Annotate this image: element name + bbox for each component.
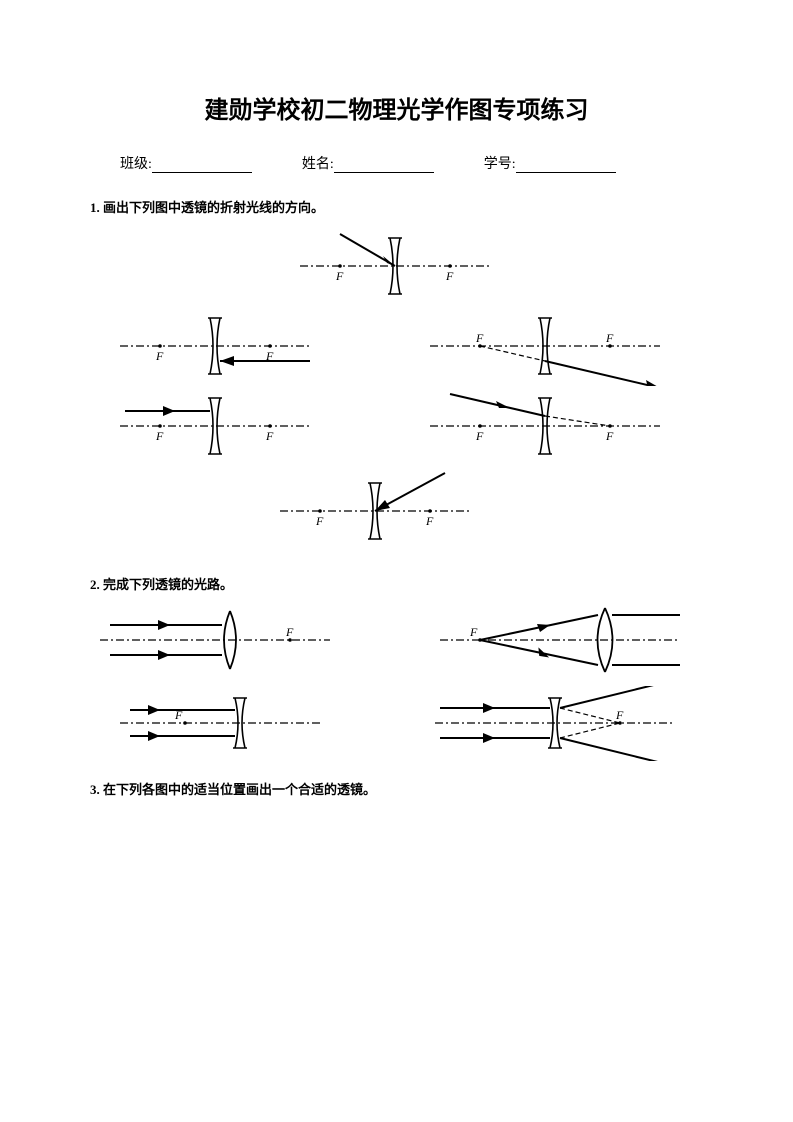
q2-diagram-4: F	[380, 686, 700, 761]
question-3: 3. 在下列各图中的适当位置画出一个合适的透镜。	[90, 779, 703, 798]
name-field: 姓名:	[302, 153, 434, 173]
f-label: F	[285, 625, 294, 639]
f-label: F	[265, 429, 274, 443]
q2-diagram-3: F	[90, 686, 380, 761]
q1-diagram-6: F F	[90, 466, 703, 556]
f-label: F	[315, 514, 324, 528]
f-label: F	[445, 269, 454, 283]
f-label: F	[335, 269, 344, 283]
student-info: 班级: 姓名: 学号:	[90, 153, 703, 173]
f-label: F	[155, 349, 164, 363]
q1-diagram-3: F F	[350, 306, 700, 386]
q2-diagram-1: F	[90, 603, 380, 678]
class-label: 班级:	[120, 153, 152, 173]
f-label: F	[475, 331, 484, 345]
q1-diagrams: F F F F	[90, 226, 703, 556]
id-underline	[516, 157, 616, 173]
q2-diagrams: F F	[90, 603, 703, 761]
f-label: F	[605, 429, 614, 443]
f-label: F	[425, 514, 434, 528]
f-label: F	[615, 708, 624, 722]
question-2: 2. 完成下列透镜的光路。	[90, 574, 703, 593]
q1-diagram-5: F F	[350, 386, 700, 466]
id-field: 学号:	[484, 153, 616, 173]
f-label: F	[605, 331, 614, 345]
q1-diagram-1: F F	[90, 226, 703, 306]
q1-diagram-4: F F	[90, 386, 350, 466]
f-label: F	[155, 429, 164, 443]
id-label: 学号:	[484, 153, 516, 173]
name-label: 姓名:	[302, 153, 334, 173]
page-title: 建勋学校初二物理光学作图专项练习	[90, 90, 703, 125]
f-label: F	[475, 429, 484, 443]
q1-diagram-2: F F	[90, 306, 350, 386]
class-underline	[152, 157, 252, 173]
f-label: F	[469, 625, 478, 639]
name-underline	[334, 157, 434, 173]
question-1: 1. 画出下列图中透镜的折射光线的方向。	[90, 197, 703, 216]
class-field: 班级:	[120, 153, 252, 173]
q2-diagram-2: F	[380, 603, 700, 678]
